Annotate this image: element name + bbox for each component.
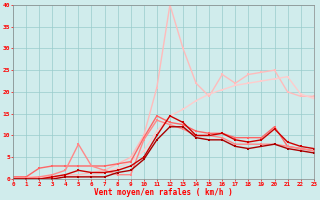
X-axis label: Vent moyen/en rafales ( km/h ): Vent moyen/en rafales ( km/h ): [94, 188, 233, 197]
